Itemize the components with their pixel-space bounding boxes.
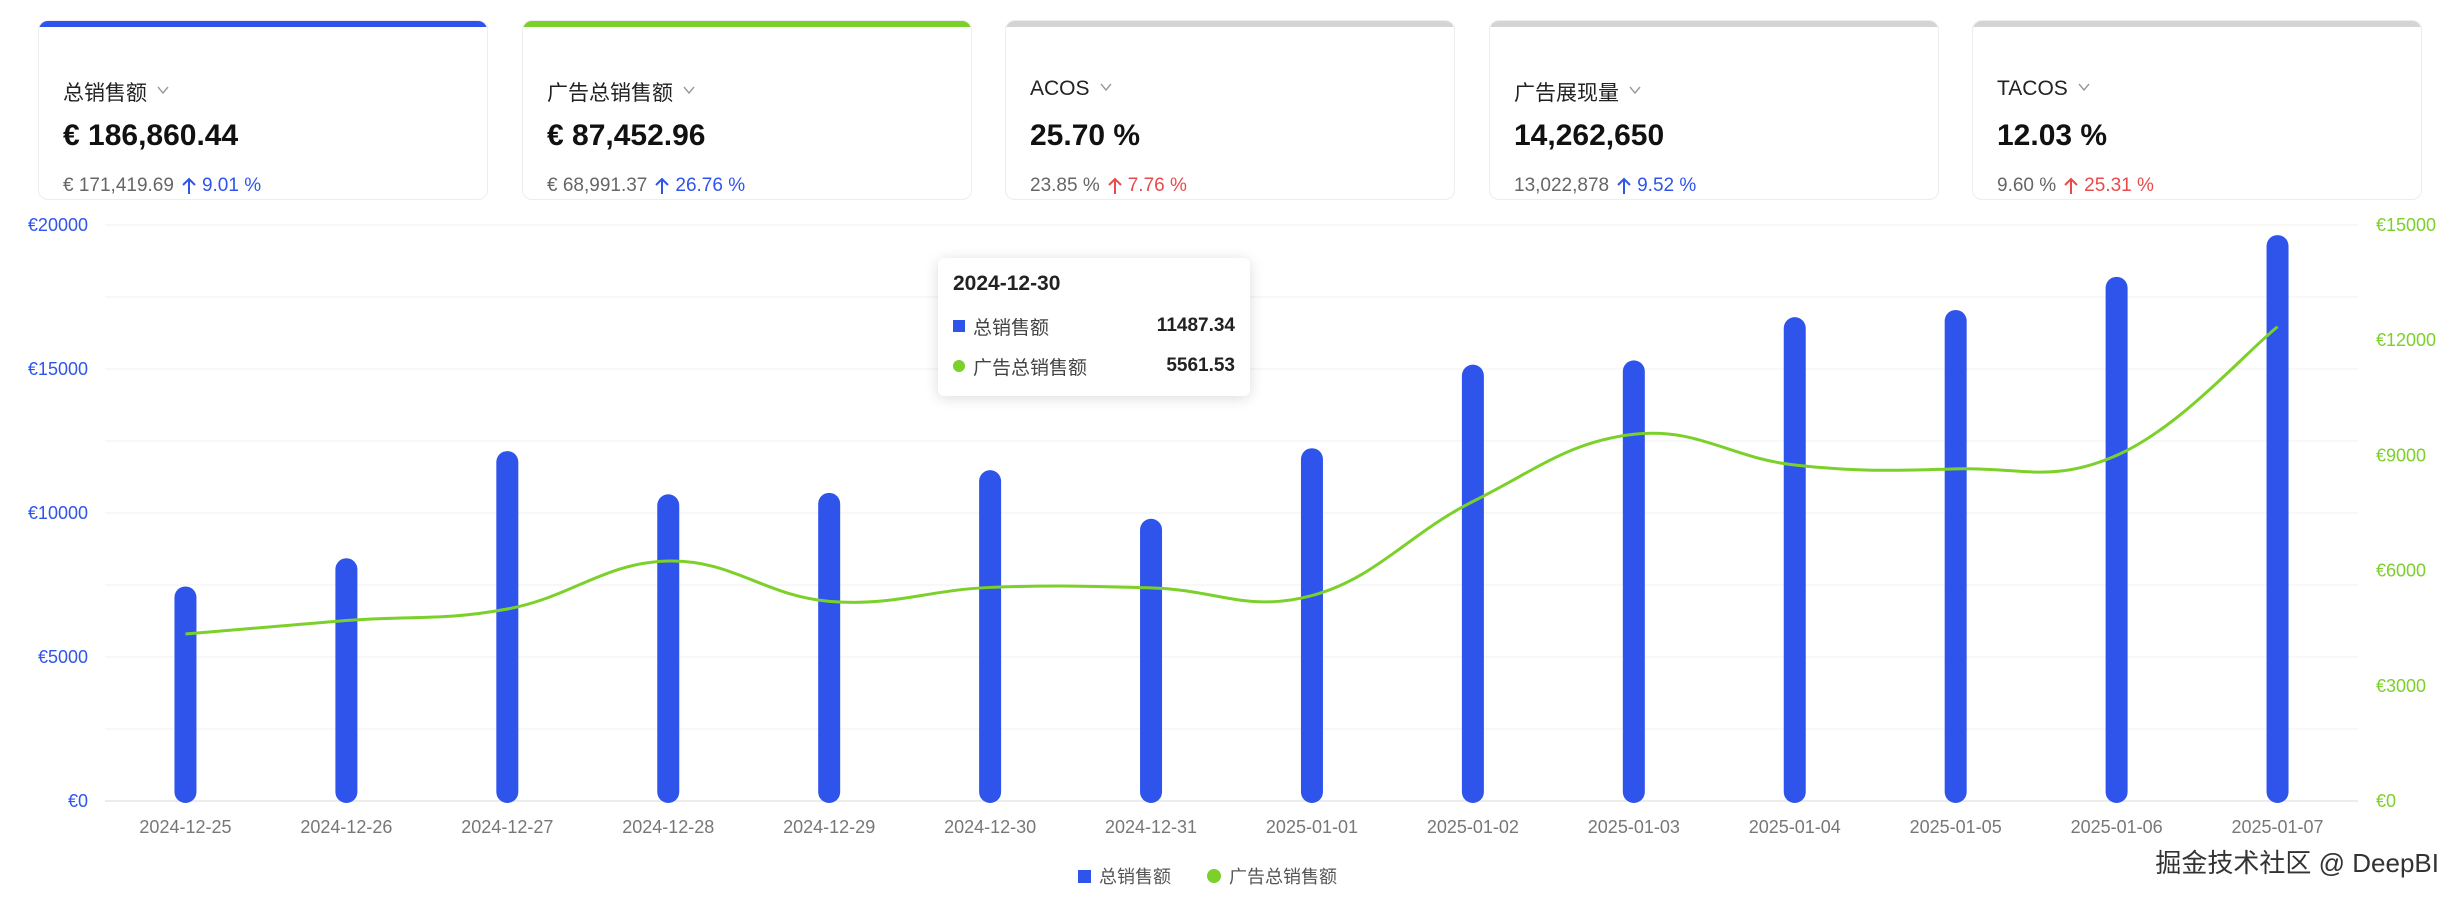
tooltip-series-name: 总销售额 (973, 317, 1050, 339)
bar-total-sales (1300, 448, 1323, 803)
arrow-up-icon (655, 177, 670, 194)
legend-square-marker (1078, 869, 1091, 883)
legend-item-total-sales[interactable]: 总销售额 (1078, 863, 1171, 889)
chevron-down-icon[interactable] (1629, 84, 1641, 96)
x-tick-label: 2024-12-26 (300, 817, 392, 837)
kpi-value: 12.03 % (1997, 119, 2108, 152)
arrow-up-icon (1108, 177, 1122, 194)
y-right-tick-label: €12000 (2376, 330, 2436, 350)
x-tick-label: 2024-12-28 (622, 817, 714, 837)
kpi-value: € 87,452.96 (547, 119, 706, 152)
kpi-value: € 186,860.44 (63, 119, 239, 152)
y-left-tick-label: €20000 (28, 215, 88, 235)
tooltip-series-value: 5561.53 (1166, 355, 1235, 376)
y-right-tick-label: €0 (2376, 791, 2396, 811)
bar-total-sales (1622, 360, 1645, 803)
kpi-prev-value: € 68,991.37 (547, 175, 648, 196)
kpi-change: 9.52 % (1637, 175, 1697, 196)
card-accent-bar (39, 21, 487, 27)
kpi-change: 26.76 % (675, 175, 746, 196)
y-right-tick-label: €6000 (2376, 561, 2426, 581)
x-tick-label: 2024-12-27 (461, 817, 553, 837)
x-tick-label: 2025-01-06 (2071, 817, 2163, 837)
kpi-title: 总销售额 (63, 82, 147, 105)
kpi-title: 广告展现量 (1514, 82, 1619, 105)
chevron-down-icon[interactable] (683, 84, 695, 96)
legend-label: 广告总销售额 (1229, 867, 1337, 887)
tooltip-row: 广告总销售额 5561.53 (953, 346, 1235, 386)
y-left-tick-label: €0 (68, 791, 88, 811)
x-tick-label: 2025-01-02 (1427, 817, 1519, 837)
card-accent-bar (1490, 21, 1938, 27)
legend-label: 总销售额 (1099, 867, 1171, 887)
kpi-change: 25.31 % (2084, 175, 2154, 196)
kpi-title: ACOS (1030, 77, 1090, 100)
y-right-tick-label: €3000 (2376, 676, 2426, 696)
kpi-prev-value: 13,022,878 (1514, 175, 1610, 196)
kpi-value: 14,262,650 (1514, 119, 1665, 152)
legend-dot-marker (1207, 869, 1221, 883)
tooltip-series-name: 广告总销售额 (973, 357, 1088, 379)
x-tick-label: 2024-12-25 (139, 817, 231, 837)
kpi-prev-value: 23.85 % (1030, 175, 1100, 196)
tooltip-series-value: 11487.34 (1156, 315, 1235, 336)
y-left-tick-label: €5000 (38, 647, 88, 667)
card-accent-bar (1973, 21, 2421, 27)
chart-legend: 总销售额 广告总销售额 (1078, 863, 1373, 889)
kpi-change: 7.76 % (1127, 175, 1187, 196)
x-tick-label: 2025-01-03 (1588, 817, 1680, 837)
y-right-tick-label: €9000 (2376, 445, 2426, 465)
bar-total-sales (2105, 276, 2128, 804)
x-tick-label: 2024-12-30 (944, 817, 1036, 837)
bar-total-sales (1783, 317, 1806, 803)
x-tick-label: 2025-01-05 (1910, 817, 2002, 837)
x-tick-label: 2025-01-04 (1749, 817, 1841, 837)
x-tick-label: 2024-12-29 (783, 817, 875, 837)
x-tick-label: 2025-01-01 (1266, 817, 1358, 837)
bar-total-sales (174, 586, 197, 803)
bar-total-sales (1461, 364, 1484, 803)
card-accent-bar (523, 21, 971, 27)
y-right-tick-label: €15000 (2376, 215, 2436, 235)
bar-total-sales (335, 558, 358, 803)
kpi-title: TACOS (1997, 77, 2068, 100)
sales-combo-chart[interactable]: €0 €5000 €10000 €15000 €20000 €0 €3000 €6000 €90… (0, 200, 2461, 840)
bar-series-marker (953, 320, 965, 332)
chart-tooltip: 2024-12-30 总销售额 11487.34 广告总销售额 5561.53 (938, 258, 1250, 396)
line-ad-sales (185, 325, 2279, 636)
bar-total-sales (496, 451, 519, 803)
bar-total-sales (979, 470, 1002, 803)
y-left-tick-label: €15000 (28, 359, 88, 379)
y-left-tick-label: €10000 (28, 503, 88, 523)
bar-total-sales (657, 494, 680, 803)
x-tick-label: 2025-01-07 (2231, 817, 2323, 837)
kpi-card-ad-sales[interactable]: 广告总销售额 € 87,452.96 € 68,991.37 26.76 % (522, 20, 972, 200)
card-accent-bar (1006, 21, 1454, 27)
tooltip-date: 2024-12-30 (953, 272, 1061, 295)
tooltip-row: 总销售额 11487.34 (953, 306, 1235, 346)
kpi-card-total-sales[interactable]: 总销售额 € 186,860.44 € 171,419.69 9.01 % (38, 20, 488, 200)
arrow-up-icon (182, 177, 196, 194)
kpi-prev-value: 9.60 % (1997, 175, 2057, 196)
bar-total-sales (2266, 235, 2289, 803)
bar-total-sales (1944, 309, 1967, 803)
kpi-change: 9.01 % (201, 175, 262, 196)
chevron-down-icon[interactable] (157, 84, 169, 96)
bar-total-sales (1140, 518, 1163, 803)
chevron-down-icon[interactable] (1099, 81, 1112, 93)
arrow-up-icon (1617, 177, 1631, 194)
x-tick-label: 2024-12-31 (1105, 817, 1197, 837)
line-series-marker (953, 360, 965, 372)
kpi-value: 25.70 % (1030, 119, 1141, 152)
chevron-down-icon[interactable] (2078, 81, 2090, 93)
kpi-card-tacos[interactable]: TACOS 12.03 % 9.60 % 25.31 % (1972, 20, 2422, 200)
legend-item-ad-sales[interactable]: 广告总销售额 (1207, 863, 1337, 889)
arrow-up-icon (2064, 177, 2078, 194)
bar-total-sales (818, 492, 841, 803)
kpi-prev-value: € 171,419.69 (63, 175, 174, 196)
kpi-title: 广告总销售额 (547, 82, 673, 105)
watermark: 掘金技术社区 @ DeepBI (2155, 848, 2439, 878)
kpi-card-acos[interactable]: ACOS 25.70 % 23.85 % 7.76 % (1005, 20, 1455, 200)
kpi-card-ad-impressions[interactable]: 广告展现量 14,262,650 13,022,878 9.52 % (1489, 20, 1939, 200)
